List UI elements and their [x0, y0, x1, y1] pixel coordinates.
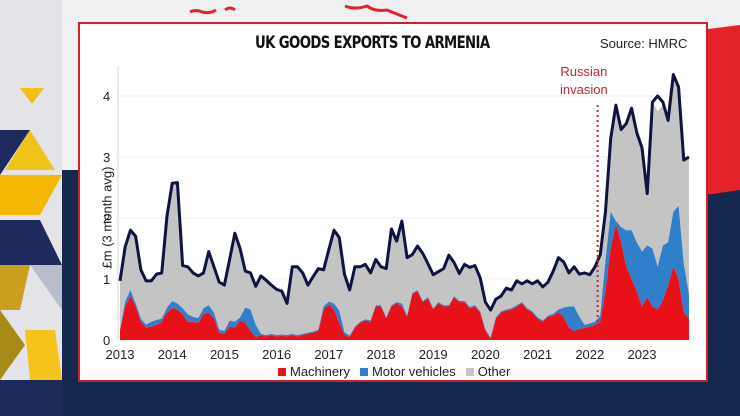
legend-swatch [278, 367, 286, 376]
svg-text:2021: 2021 [523, 347, 552, 362]
legend-item-machinery: Machinery [278, 364, 350, 379]
svg-text:2022: 2022 [575, 347, 604, 362]
y-axis-label: £m (3 month avg) [99, 166, 115, 269]
area-machinery [120, 224, 689, 340]
svg-text:2019: 2019 [419, 347, 448, 362]
stacked-areas [120, 74, 689, 340]
svg-text:4: 4 [103, 89, 110, 104]
annotation-line1: Russian [560, 64, 608, 79]
svg-text:3: 3 [103, 150, 110, 165]
chart-legend: Machinery Motor vehicles Other [278, 364, 510, 379]
invasion-annotation: Russian invasion [560, 63, 608, 99]
svg-text:1: 1 [103, 272, 110, 287]
legend-item-other: Other [465, 364, 510, 379]
svg-text:2015: 2015 [210, 347, 239, 362]
svg-text:2016: 2016 [262, 347, 291, 362]
svg-text:2017: 2017 [314, 347, 343, 362]
svg-text:2013: 2013 [106, 347, 135, 362]
svg-text:0: 0 [103, 333, 110, 348]
source-label: Source: HMRC [600, 36, 688, 51]
total-line [118, 73, 690, 312]
svg-text:2020: 2020 [471, 347, 500, 362]
legend-item-motor-vehicles: Motor vehicles [359, 364, 456, 379]
svg-text:2: 2 [103, 211, 110, 226]
legend-swatch [465, 367, 474, 376]
y-tick-labels: 0 1 2 3 4 [103, 89, 110, 348]
x-tick-labels: 2013 2014 2015 2016 2017 2018 2019 2020 2021 2022… [106, 347, 657, 362]
svg-text:2018: 2018 [367, 347, 396, 362]
legend-swatch [359, 367, 368, 376]
svg-text:2014: 2014 [158, 347, 187, 362]
annotation-line2: invasion [560, 82, 608, 97]
area-other [120, 74, 689, 338]
chart-title: UK GOODS EXPORTS TO ARMENIA [255, 33, 490, 53]
svg-text:2023: 2023 [628, 347, 657, 362]
